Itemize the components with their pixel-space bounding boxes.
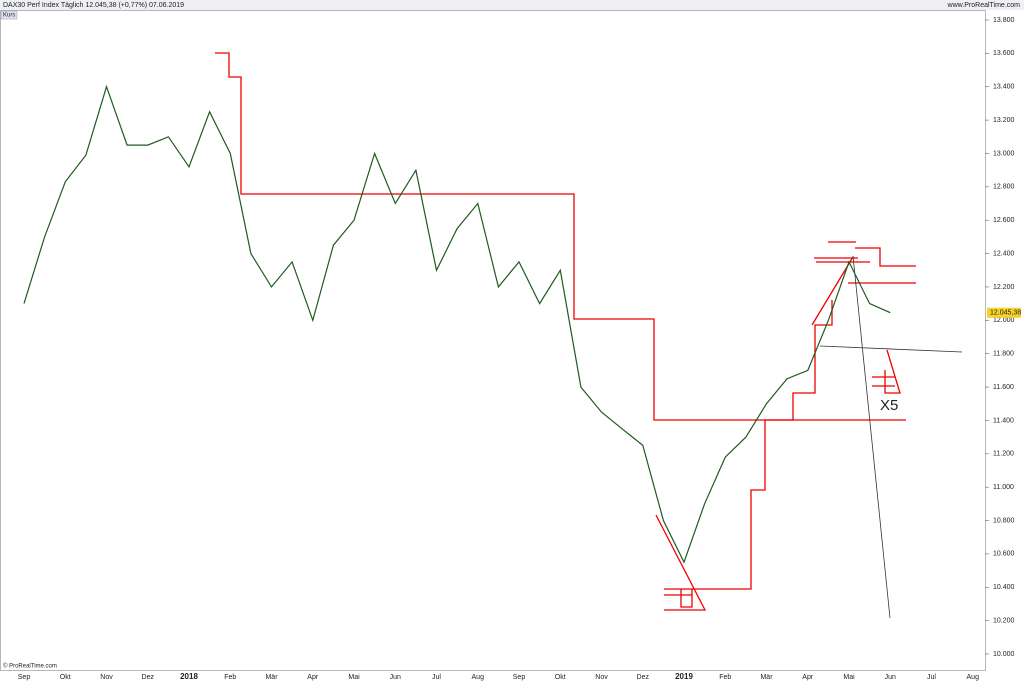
trend-line [819,255,963,619]
y-tick-label: 10.600 [993,551,1015,558]
x-tick-label: Mär [265,674,278,681]
last-price-box [987,307,1021,318]
y-tick-label: 11.600 [993,384,1014,391]
copyright: © ProRealTime.com [3,663,57,670]
triangle [655,514,707,611]
x-tick-label: Sep [513,674,526,681]
y-tick-label: 10.400 [993,584,1015,591]
levels [811,241,916,326]
y-tick-label: 10.800 [993,517,1015,524]
x-tick-label: Okt [60,674,71,681]
y-tick-label: 11.200 [993,451,1014,458]
plot-frame [0,10,986,671]
x-tick-label: Dez [637,674,650,681]
x-tick-label: Apr [307,674,319,681]
x-tick-label: Jul [432,674,441,681]
header-title: DAX30 Perf Index Täglich 12.045,38 (+0,7… [3,2,184,9]
step-line [664,300,833,590]
y-tick-label: 13.600 [993,50,1015,57]
x-tick-label: Feb [224,674,236,681]
y-tick-label: 10.000 [993,651,1015,658]
step-line [215,52,906,421]
y-tick-label: 11.000 [993,484,1014,491]
x-tick-label: Mär [760,674,773,681]
header-bar [0,0,1024,10]
y-tick-label: 12.400 [993,250,1015,257]
x-tick-label: Mai [348,674,360,681]
x-tick-label: Nov [100,674,113,681]
x-tick-label: Jul [927,674,936,681]
y-tick-label: 13.800 [993,17,1015,24]
drawings [215,52,963,619]
x-tick-label: Dez [142,674,155,681]
x-tick-label: Aug [472,674,485,681]
panel-label: Kurs [3,13,15,19]
x-tick-label: Aug [967,674,980,681]
annotation: X5 [880,397,898,414]
y-tick-label: 13.200 [993,117,1015,124]
y-tick-label: 12.000 [993,317,1015,324]
x-tick-label: Mai [843,674,855,681]
x-tick-label: Nov [595,674,608,681]
x-tick-label: Okt [555,674,566,681]
last-price-label: 12.045,38 [990,310,1021,317]
price-line [23,84,891,564]
y-tick-label: 12.800 [993,184,1015,191]
x-tick-label: Feb [719,674,731,681]
x-tick-label: 2018 [180,672,198,681]
triangle [872,349,901,394]
x-tick-label: Jun [390,674,401,681]
x-tick-label: Jun [885,674,896,681]
y-tick-label: 13.400 [993,84,1015,91]
x-tick-label: Sep [18,674,31,681]
y-tick-label: 13.000 [993,150,1015,157]
y-tick-label: 12.200 [993,284,1015,291]
y-tick-label: 11.800 [993,351,1014,358]
panel-tab [0,10,18,20]
y-tick-label: 12.600 [993,217,1015,224]
site: www.ProRealTime.com [947,2,1021,9]
x-tick-label: Apr [802,674,814,681]
x-tick-label: 2019 [675,672,693,681]
y-tick-label: 10.200 [993,617,1015,624]
y-tick-label: 11.400 [993,417,1014,424]
